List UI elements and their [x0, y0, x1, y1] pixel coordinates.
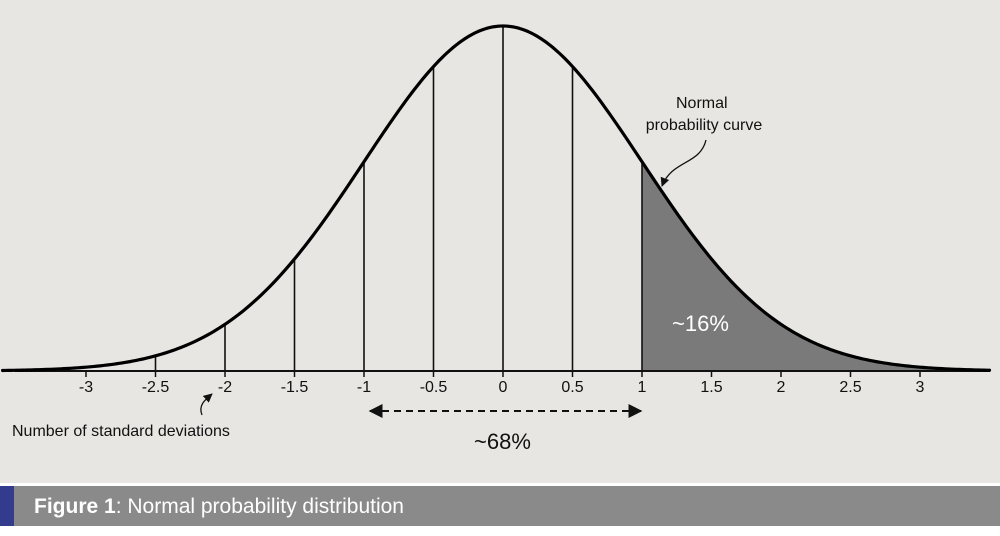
caption-bar: Figure 1: Normal probability distributio…: [0, 486, 1000, 526]
x-tick-label: -1.5: [281, 379, 309, 396]
x-tick-label: 1.5: [700, 379, 722, 396]
x-tick-label: -2: [218, 379, 232, 396]
curve-label-line-2: probability curve: [646, 117, 763, 134]
curve-label-line-1: Normal: [676, 95, 728, 112]
x-tick-label: 2.5: [839, 379, 861, 396]
normal-curve: [1, 24, 992, 373]
x-tick-label: 0: [499, 379, 508, 396]
shaded-region-label: ~16%: [672, 311, 729, 336]
caption-title: Normal probability distribution: [121, 495, 404, 518]
caption-separator: :: [115, 495, 122, 518]
x-tick-label: 3: [916, 379, 925, 396]
normal-distribution-chart: -3 -2.5 -2 -1.5 -1 -0.5 0 0.5 1 1.5 2 2.5 3 ~16% ~68…: [1, 24, 992, 454]
x-tick-label: 1: [638, 379, 647, 396]
x-tick-label: -2.5: [142, 379, 170, 396]
x-tick-label: -3: [79, 379, 93, 396]
x-tick-label: 0.5: [561, 379, 583, 396]
x-axis-label: Number of standard deviations: [12, 423, 230, 440]
span-label: ~68%: [474, 429, 531, 454]
curve-label-arrow: [660, 139, 707, 187]
figure-caption: Figure 1: Normal probability distributio…: [34, 495, 404, 519]
x-tick-label: 2: [777, 379, 786, 396]
caption-accent: [0, 486, 14, 526]
caption-figure-label: Figure 1: [34, 495, 116, 518]
x-axis-label-arrow: [200, 393, 213, 416]
curve-label: Normal probability curve: [646, 95, 763, 134]
chart-area: -3 -2.5 -2 -1.5 -1 -0.5 0 0.5 1 1.5 2 2.5 3 ~16% ~68…: [0, 0, 1000, 483]
x-tick-label: -1: [357, 379, 371, 396]
x-tick-label: -0.5: [420, 379, 448, 396]
shaded-tail-region: [642, 161, 990, 371]
